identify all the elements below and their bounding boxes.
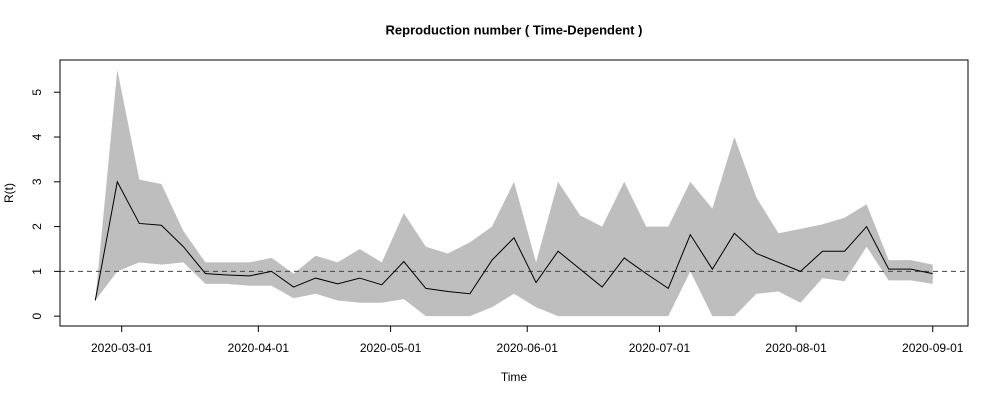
x-tick-label: 2020-03-01 <box>91 341 153 355</box>
y-tick-label: 4 <box>30 133 44 140</box>
x-tick-label: 2020-04-01 <box>228 341 290 355</box>
plot-frame <box>59 59 969 327</box>
chart-title: Reproduction number ( Time-Dependent ) <box>386 22 643 37</box>
x-tick-label: 2020-07-01 <box>629 341 691 355</box>
y-tick-label: 2 <box>30 223 44 230</box>
confidence-band <box>95 69 933 317</box>
y-tick-label: 5 <box>30 89 44 96</box>
y-tick-label: 1 <box>30 268 44 275</box>
x-axis-label: Time <box>501 370 528 384</box>
x-tick-label: 2020-08-01 <box>765 341 827 355</box>
x-tick-label: 2020-09-01 <box>902 341 964 355</box>
y-tick-label: 3 <box>30 178 44 185</box>
y-tick-label: 0 <box>30 312 44 319</box>
x-tick-label: 2020-06-01 <box>497 341 559 355</box>
y-axis-label: R(t) <box>2 183 16 203</box>
r-line <box>94 180 933 301</box>
x-tick-label: 2020-05-01 <box>360 341 422 355</box>
